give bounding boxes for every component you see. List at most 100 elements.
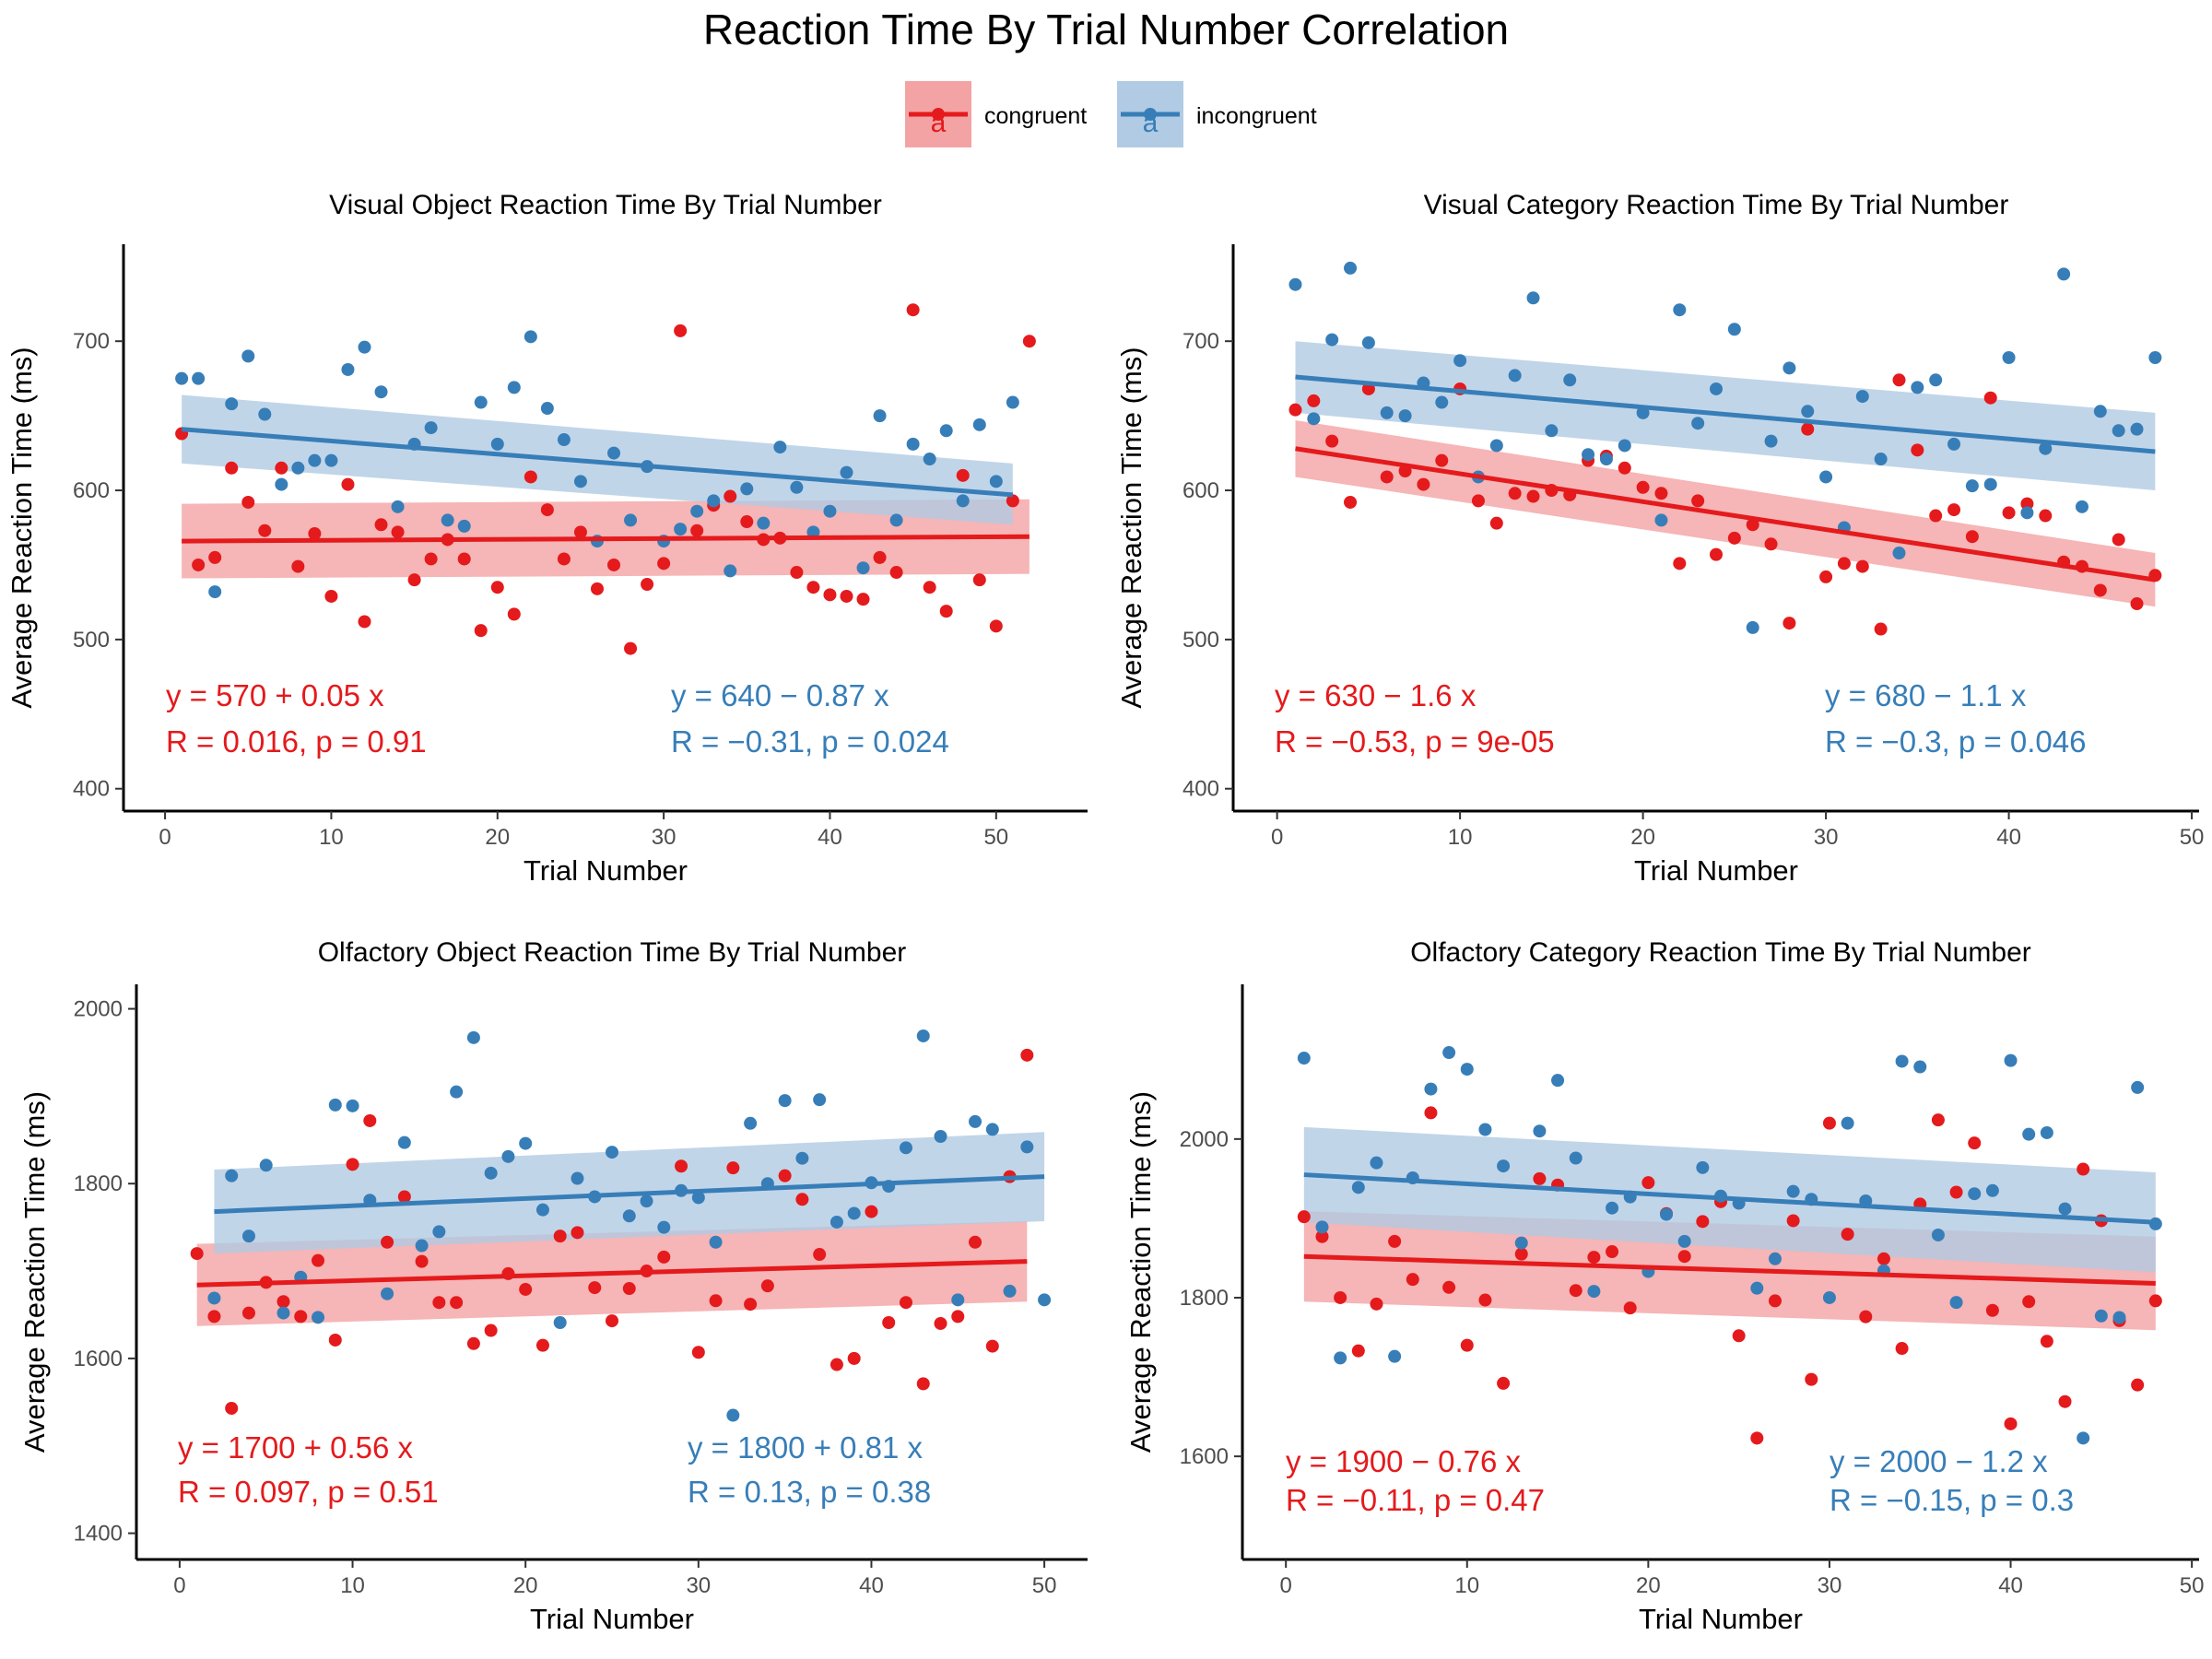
point-incongruent	[899, 1141, 912, 1155]
point-congruent	[1673, 557, 1687, 571]
point-congruent	[2131, 1378, 2145, 1392]
point-congruent	[397, 1190, 411, 1204]
legend-label-congruent: congruent	[984, 103, 1087, 129]
point-congruent	[1968, 1136, 1982, 1150]
annotation-equation-incongruent: y = 1800 + 0.81 x	[688, 1430, 924, 1465]
point-incongruent	[1297, 1052, 1311, 1065]
point-incongruent	[1673, 303, 1687, 317]
point-incongruent	[1819, 470, 1833, 484]
point-congruent	[607, 558, 621, 571]
point-congruent	[1334, 1290, 1347, 1304]
regression-line-incongruent	[1295, 374, 2156, 454]
point-incongruent	[709, 1235, 723, 1249]
point-congruent	[415, 1254, 429, 1268]
point-incongruent	[328, 1098, 342, 1112]
y-tick-label: 1800	[1180, 1286, 1229, 1311]
y-tick-label: 600	[1182, 478, 1219, 503]
point-incongruent	[341, 362, 355, 376]
point-incongruent	[813, 1093, 827, 1107]
point-congruent	[363, 1113, 377, 1127]
y-tick-label: 400	[73, 777, 110, 802]
point-incongruent	[291, 461, 305, 475]
point-congruent	[324, 589, 338, 603]
point-incongruent	[1786, 1184, 1800, 1198]
point-incongruent	[2112, 1311, 2126, 1324]
annotation-stats-incongruent: R = −0.3, p = 0.046	[1825, 724, 2086, 759]
point-congruent	[951, 1310, 965, 1324]
point-congruent	[934, 1316, 947, 1330]
point-congruent	[1006, 494, 1019, 508]
point-congruent	[1497, 1376, 1511, 1390]
point-incongruent	[1892, 547, 1906, 560]
point-congruent	[450, 1296, 464, 1310]
point-incongruent	[823, 504, 837, 518]
point-incongruent	[573, 475, 587, 488]
point-congruent	[1533, 1171, 1547, 1185]
x-tick-label: 40	[1996, 825, 2021, 850]
point-incongruent	[969, 1114, 982, 1128]
point-congruent	[358, 615, 371, 629]
point-incongruent	[424, 421, 438, 435]
point-incongruent	[691, 1191, 705, 1205]
annotation-stats-incongruent: R = −0.31, p = 0.024	[671, 724, 949, 759]
x-tick-label: 50	[983, 825, 1008, 850]
x-tick-label: 30	[686, 1573, 711, 1598]
point-incongruent	[308, 453, 322, 467]
point-incongruent	[1424, 1082, 1438, 1096]
point-incongruent	[519, 1136, 533, 1150]
point-incongruent	[1006, 395, 1019, 409]
point-congruent	[744, 1298, 758, 1312]
point-congruent	[1801, 422, 1815, 436]
point-congruent	[641, 578, 654, 591]
x-tick-label: 30	[1818, 1573, 1842, 1598]
point-incongruent	[553, 1316, 567, 1330]
point-incongruent	[1947, 437, 1961, 451]
x-axis-label: Trial Number	[524, 854, 688, 887]
point-congruent	[308, 526, 322, 540]
point-congruent	[1460, 1338, 1474, 1352]
x-tick-label: 30	[1814, 825, 1839, 850]
point-incongruent	[757, 516, 771, 530]
point-congruent	[1297, 1210, 1311, 1224]
x-tick-label: 30	[652, 825, 677, 850]
point-congruent	[571, 1226, 584, 1240]
point-incongruent	[740, 482, 754, 496]
point-congruent	[1478, 1293, 1492, 1307]
point-congruent	[258, 524, 272, 537]
point-incongruent	[1929, 373, 1943, 387]
point-congruent	[657, 557, 671, 571]
legend-key-congruent-point	[932, 108, 945, 121]
y-tick-label: 1400	[74, 1522, 123, 1547]
point-congruent	[490, 581, 504, 594]
point-congruent	[1307, 394, 1321, 407]
point-congruent	[1805, 1372, 1818, 1386]
point-congruent	[1931, 1113, 1945, 1127]
point-incongruent	[571, 1171, 584, 1185]
regression-line-congruent	[196, 1259, 1028, 1288]
point-congruent	[657, 1250, 671, 1264]
annotation-equation-incongruent: y = 680 − 1.1 x	[1825, 678, 2027, 712]
point-incongruent	[1307, 412, 1321, 426]
point-incongruent	[1801, 405, 1815, 418]
y-tick-label: 500	[1182, 628, 1219, 653]
point-incongruent	[1489, 439, 1503, 453]
point-congruent	[1911, 443, 1924, 457]
point-congruent	[1569, 1284, 1583, 1298]
point-incongruent	[1453, 354, 1467, 368]
point-incongruent	[1478, 1123, 1492, 1136]
point-incongruent	[951, 1293, 965, 1307]
point-congruent	[778, 1169, 792, 1182]
point-congruent	[2039, 509, 2053, 523]
point-congruent	[2022, 1295, 2036, 1309]
point-congruent	[972, 573, 986, 587]
point-congruent	[535, 1338, 549, 1352]
point-congruent	[241, 1306, 255, 1320]
annotation-stats-incongruent: R = 0.13, p = 0.38	[688, 1475, 931, 1509]
point-incongruent	[490, 437, 504, 451]
point-congruent	[1618, 461, 1631, 475]
panel-title: Visual Object Reaction Time By Trial Num…	[329, 190, 882, 220]
point-congruent	[1587, 1251, 1601, 1265]
point-congruent	[1022, 335, 1036, 348]
point-congruent	[1929, 509, 1943, 523]
point-congruent	[1892, 373, 1906, 387]
